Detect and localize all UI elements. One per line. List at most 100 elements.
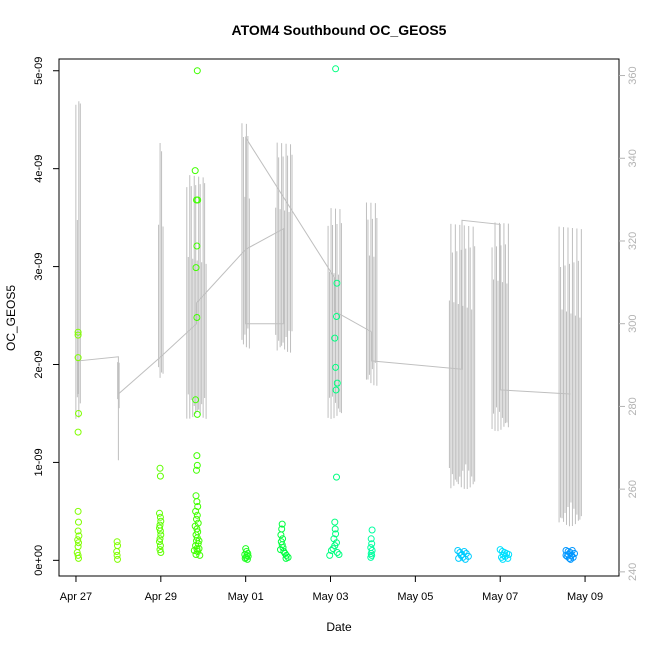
data-point — [75, 539, 82, 547]
data-point — [113, 548, 121, 555]
data-point — [74, 328, 82, 336]
y-right-tick-label: 260 — [627, 480, 639, 498]
data-point — [333, 313, 340, 320]
plot-frame — [58, 58, 620, 577]
data-point — [242, 553, 250, 561]
data-point — [190, 547, 198, 554]
data-point — [193, 314, 201, 321]
data-point — [191, 167, 199, 175]
data-point — [75, 518, 82, 526]
data-point — [454, 547, 462, 554]
data-point — [74, 536, 82, 544]
x-tick-label: Apr 27 — [60, 591, 92, 603]
data-point — [333, 473, 340, 481]
data-point — [192, 396, 200, 404]
data-point — [332, 530, 340, 538]
x-tick-label: May 07 — [482, 591, 518, 603]
data-point — [193, 67, 201, 75]
data-point — [156, 513, 164, 521]
data-point — [333, 279, 341, 287]
x-tick-label: May 05 — [397, 591, 433, 603]
x-axis-label: Date — [326, 620, 352, 634]
data-point — [192, 551, 200, 558]
data-point — [194, 196, 202, 204]
data-point — [367, 535, 375, 543]
data-point — [195, 537, 203, 545]
temperature-connector-line — [77, 135, 571, 461]
data-point — [114, 542, 121, 550]
data-point — [157, 517, 165, 525]
y-axis-label: OC_GEOS5 — [4, 285, 18, 351]
data-point — [193, 452, 201, 460]
y-axis-left: 0e+00 1e-09 2e-09 3e-09 4e-09 5e-09 — [33, 57, 59, 576]
data-point — [193, 466, 200, 474]
data-point — [156, 527, 164, 535]
y-right-tick-label: 320 — [627, 232, 639, 250]
data-point — [278, 541, 286, 549]
data-point — [74, 428, 82, 436]
y-right-tick-label: 240 — [627, 563, 639, 581]
data-point — [193, 511, 201, 519]
data-point — [278, 520, 286, 528]
data-point — [504, 554, 512, 562]
data-point — [113, 538, 121, 546]
data-point — [75, 532, 83, 540]
data-point — [455, 554, 463, 562]
data-point — [282, 554, 290, 562]
data-point — [193, 410, 201, 418]
data-point — [156, 542, 164, 550]
data-point — [156, 535, 164, 543]
data-point — [368, 547, 376, 554]
data-point — [329, 545, 337, 553]
data-point — [193, 515, 200, 523]
data-point — [157, 549, 165, 556]
data-point — [333, 379, 341, 387]
data-point — [332, 363, 340, 371]
data-point — [74, 507, 82, 515]
data-point — [156, 524, 163, 532]
data-point — [562, 551, 570, 559]
data-point — [156, 538, 163, 546]
data-point — [192, 492, 200, 500]
data-point — [193, 498, 201, 506]
data-point — [367, 553, 375, 561]
data-point — [333, 549, 341, 556]
data-points — [73, 65, 578, 563]
data-point — [368, 540, 376, 548]
data-point — [74, 551, 82, 559]
chart-title: ATOM4 Southbound OC_GEOS5 — [232, 22, 447, 38]
data-point — [75, 554, 82, 562]
y-right-tick-label: 300 — [627, 315, 639, 333]
y-axis-right: 240 260 280 300 320 340 360 — [619, 66, 639, 581]
data-point — [327, 547, 335, 554]
data-point — [332, 386, 340, 394]
data-point — [156, 546, 164, 554]
y-left-tick-label: 3e-09 — [33, 253, 45, 281]
data-point — [156, 464, 164, 472]
data-point — [195, 545, 203, 553]
data-point — [326, 551, 334, 559]
data-point — [156, 472, 164, 480]
data-point — [243, 555, 251, 563]
data-point — [567, 555, 575, 563]
data-point — [505, 551, 513, 558]
x-tick-label: Apr 29 — [145, 591, 177, 603]
data-point — [156, 509, 163, 517]
data-point — [499, 555, 507, 563]
data-point — [368, 526, 376, 534]
y-left-tick-label: 2e-09 — [33, 350, 45, 378]
data-point — [192, 264, 200, 272]
y-left-tick-label: 5e-09 — [33, 57, 45, 85]
x-tick-label: May 01 — [228, 591, 264, 603]
data-point — [335, 551, 343, 558]
y-left-tick-label: 4e-09 — [33, 155, 45, 183]
x-tick-label: May 09 — [567, 591, 603, 603]
data-point — [74, 331, 82, 339]
data-point — [157, 531, 165, 539]
data-point — [277, 531, 285, 539]
data-point — [113, 551, 121, 559]
data-point — [196, 551, 204, 559]
data-point — [332, 65, 340, 73]
data-point — [282, 551, 290, 559]
